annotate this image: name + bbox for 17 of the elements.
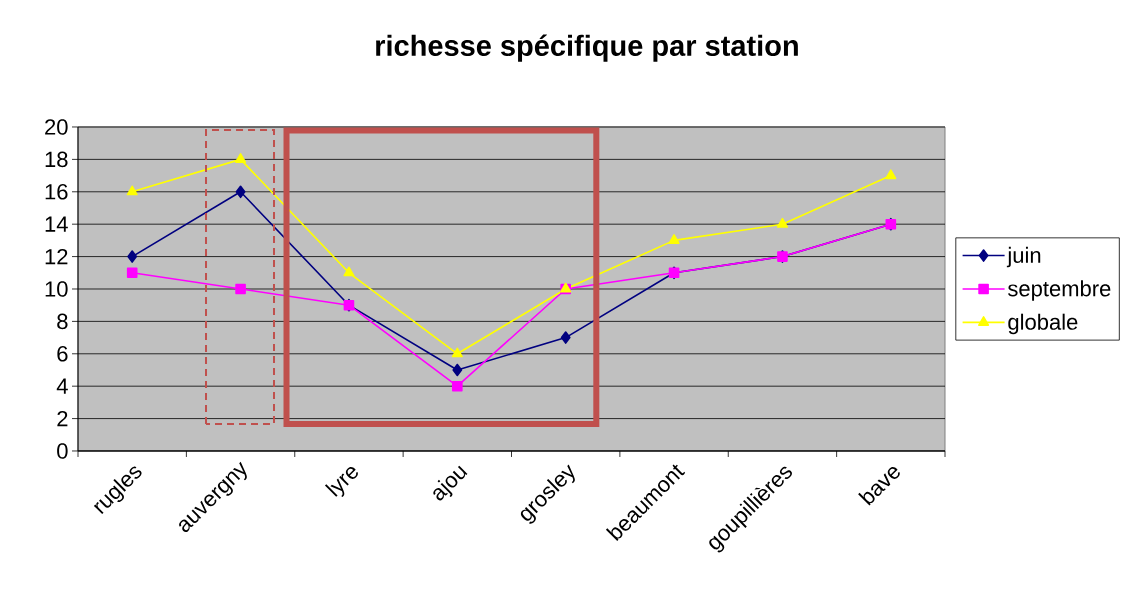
x-tick-label: lyre (324, 467, 358, 498)
y-tick-label: 12 (45, 248, 68, 265)
y-tick-label: 4 (56, 378, 68, 394)
y-tick-label: 14 (45, 216, 68, 232)
y-tick-label: 20 (45, 119, 68, 135)
x-tick-label: ajou (433, 465, 468, 501)
y-tick-label: 2 (57, 410, 68, 427)
y-tick-label: 0 (57, 443, 68, 459)
y-tick-label: 16 (45, 184, 68, 200)
legend-label: juin (1006, 246, 1041, 268)
y-tick-label: 18 (45, 151, 68, 168)
y-tick-label: 10 (45, 281, 68, 297)
y-tick-label: 8 (57, 313, 68, 330)
legend-label: globale (1008, 313, 1078, 335)
y-tick-label: 6 (57, 346, 68, 362)
chart-title: richesse spécifique par station (376, 34, 798, 62)
legend-label: septembre (1008, 280, 1111, 301)
